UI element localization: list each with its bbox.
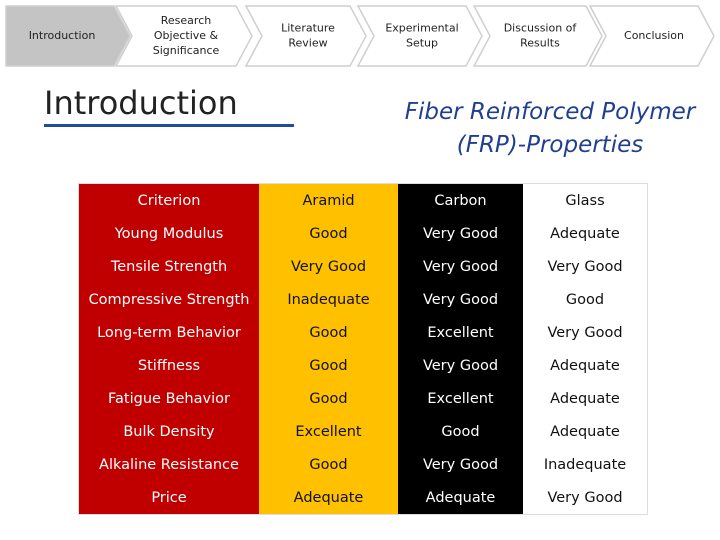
table-cell: Excellent xyxy=(259,415,398,448)
title-line: Fiber Reinforced Polymer xyxy=(404,99,696,125)
table-cell: Very Good xyxy=(523,316,647,349)
table-cell: Good xyxy=(523,283,647,316)
table-cell: Adequate xyxy=(523,349,647,382)
table-cell: Excellent xyxy=(398,382,523,415)
table-cell: Alkaline Resistance xyxy=(79,448,259,481)
table-cell: Adequate xyxy=(523,382,647,415)
table-row: Stiffness Good Very Good Adequate xyxy=(79,349,647,382)
nav-label: Results xyxy=(520,37,560,50)
nav-label: Conclusion xyxy=(624,29,684,42)
table-cell: Very Good xyxy=(398,283,523,316)
table-cell: Bulk Density xyxy=(79,415,259,448)
table-cell: Inadequate xyxy=(259,283,398,316)
table-cell: Inadequate xyxy=(523,448,647,481)
table-cell: Very Good xyxy=(398,217,523,250)
table-cell: Adequate xyxy=(523,415,647,448)
table-cell: Glass xyxy=(523,184,647,217)
table-cell: Carbon xyxy=(398,184,523,217)
table-cell: Adequate xyxy=(398,481,523,514)
properties-table: Criterion Aramid Carbon Glass Young Modulus G… xyxy=(78,183,648,515)
nav-label: Objective & xyxy=(154,29,219,42)
nav-label: Significance xyxy=(153,44,220,57)
table-row: Long-term Behavior Good Excellent Very Good xyxy=(79,316,647,349)
table-cell: Excellent xyxy=(398,316,523,349)
nav-step[interactable] xyxy=(114,5,253,67)
nav-step[interactable] xyxy=(244,5,367,67)
table-row: Criterion Aramid Carbon Glass xyxy=(79,184,647,217)
table-cell: Tensile Strength xyxy=(79,250,259,283)
table-cell: Good xyxy=(259,349,398,382)
table-cell: Good xyxy=(398,415,523,448)
table-cell: Very Good xyxy=(523,481,647,514)
table-cell: Long-term Behavior xyxy=(79,316,259,349)
table-cell: Fatigue Behavior xyxy=(79,382,259,415)
nav-step[interactable] xyxy=(356,5,483,67)
table-cell: Very Good xyxy=(523,250,647,283)
table-cell: Compressive Strength xyxy=(79,283,259,316)
slide-title: Fiber Reinforced Polymer (FRP)-Propertie… xyxy=(395,96,705,162)
nav-step[interactable] xyxy=(5,5,131,67)
nav-label: Literature xyxy=(281,22,335,35)
table-row: Compressive Strength Inadequate Very Good G… xyxy=(79,283,647,316)
nav-label: Research xyxy=(161,14,211,27)
nav-bar: Introduction Research Objective & Significa… xyxy=(5,5,715,67)
nav-step[interactable] xyxy=(472,5,603,67)
table-cell: Criterion xyxy=(79,184,259,217)
table-row: Young Modulus Good Very Good Adequate xyxy=(79,217,647,250)
table-cell: Young Modulus xyxy=(79,217,259,250)
nav-label: Review xyxy=(288,37,327,50)
title-line: (FRP)-Properties xyxy=(456,132,644,158)
nav-label: Setup xyxy=(406,37,438,50)
table-cell: Aramid xyxy=(259,184,398,217)
table-row: Alkaline Resistance Good Very Good Inadequa… xyxy=(79,448,647,481)
table-cell: Very Good xyxy=(398,349,523,382)
nav-label: Introduction xyxy=(29,29,96,42)
table-row: Fatigue Behavior Good Excellent Adequate xyxy=(79,382,647,415)
table-cell: Good xyxy=(259,448,398,481)
table-cell: Price xyxy=(79,481,259,514)
table-cell: Adequate xyxy=(259,481,398,514)
table-cell: Very Good xyxy=(398,448,523,481)
table-row: Tensile Strength Very Good Very Good Very G… xyxy=(79,250,647,283)
table-cell: Stiffness xyxy=(79,349,259,382)
nav-label: Experimental xyxy=(385,22,458,35)
nav-label: Discussion of xyxy=(504,22,578,35)
table-row: Price Adequate Adequate Very Good xyxy=(79,481,647,514)
table-cell: Adequate xyxy=(523,217,647,250)
table-cell: Very Good xyxy=(259,250,398,283)
nav-step[interactable] xyxy=(588,5,715,67)
table-cell: Very Good xyxy=(398,250,523,283)
section-heading: Introduction xyxy=(44,84,294,127)
table-cell: Good xyxy=(259,382,398,415)
table-cell: Good xyxy=(259,316,398,349)
table-cell: Good xyxy=(259,217,398,250)
table-row: Bulk Density Excellent Good Adequate xyxy=(79,415,647,448)
